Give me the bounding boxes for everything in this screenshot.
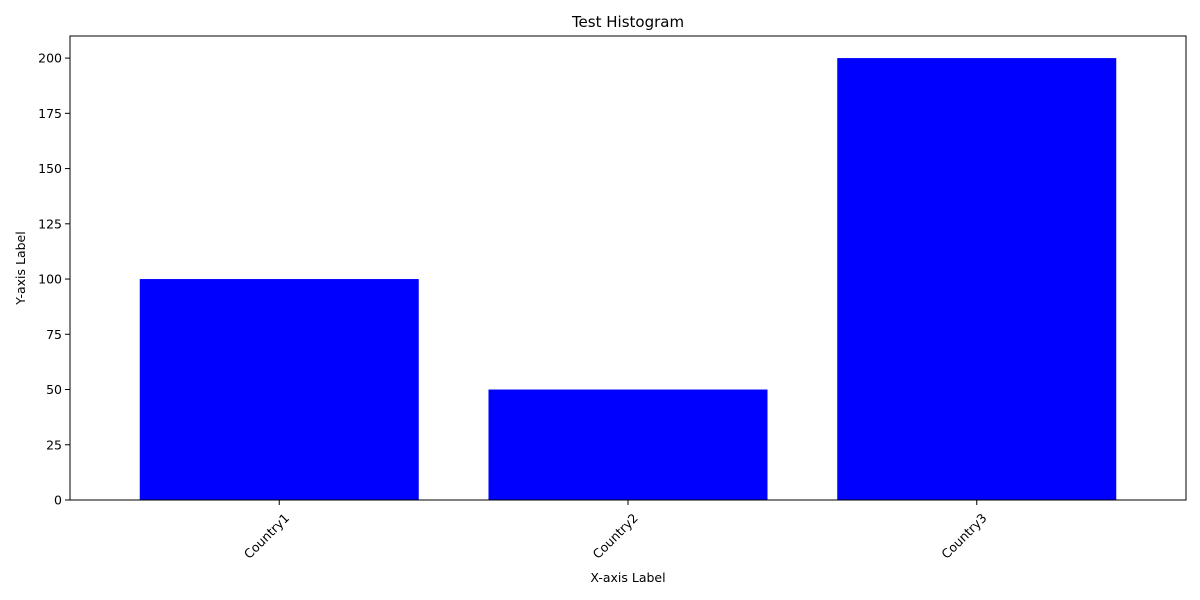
bar-country1	[139, 279, 419, 500]
y-tick-label: 25	[46, 437, 62, 452]
y-tick-label: 0	[54, 493, 62, 508]
y-tick-label: 125	[38, 216, 62, 231]
x-axis-label: X-axis Label	[590, 570, 665, 585]
bars-group	[139, 58, 1117, 500]
chart-title: Test Histogram	[571, 13, 684, 31]
bar-country3	[837, 58, 1117, 500]
y-tick-label: 175	[38, 106, 62, 121]
plot-area-frame	[69, 35, 1187, 501]
y-tick-label: 100	[38, 272, 62, 287]
y-tick-label: 75	[46, 327, 62, 342]
y-axis-ticks: 0 25 50 75 100 125 150 175 200	[38, 51, 70, 508]
y-tick-label: 200	[38, 51, 62, 66]
y-tick-label: 150	[38, 161, 62, 176]
bar-country2	[488, 389, 768, 500]
y-axis-label: Y-axis Label	[13, 231, 28, 305]
y-tick-label: 50	[46, 382, 62, 397]
